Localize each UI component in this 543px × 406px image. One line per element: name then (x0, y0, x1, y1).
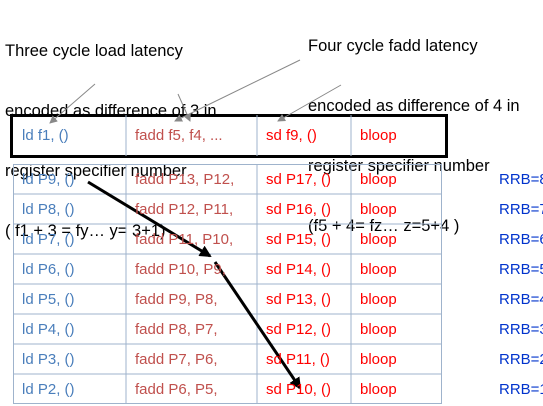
ld-cell: ld f1, () (22, 127, 69, 144)
dependency-arrow-load-to-fadd (87, 180, 212, 258)
fadd-cell: fadd P12, P11, (135, 201, 234, 218)
pointer-arrow-fadd (174, 59, 301, 122)
fadd-cell: fadd P8, P7, (135, 321, 218, 338)
annotation-line: ( f1 + 3 = fy… y= 3+1) (5, 222, 166, 240)
bloop-cell: bloop (360, 127, 397, 144)
rrb-label: RRB=3 (499, 321, 543, 338)
sd-cell: sd P13, () (266, 291, 332, 308)
bloop-cell: bloop (360, 321, 397, 338)
rrb-label: RRB=4 (499, 291, 543, 308)
sd-cell: sd P10, () (266, 381, 332, 398)
ld-cell: ld P7, () (22, 231, 75, 248)
pointer-arrow-load (49, 83, 96, 124)
fadd-cell: fadd P13, P12, (135, 171, 235, 188)
annotation-line: register specifier number (5, 162, 187, 180)
bloop-cell: bloop (360, 201, 397, 218)
fadd-cell: fadd f5, f4, ... (135, 127, 223, 144)
rrb-label: RRB=8 (499, 171, 543, 188)
sd-cell: sd P16, () (266, 201, 332, 218)
ld-cell: ld P4, () (22, 321, 75, 338)
ld-cell: ld P2, () (22, 381, 75, 398)
sd-cell: sd P12, () (266, 321, 332, 338)
ld-cell: ld P6, () (22, 261, 75, 278)
fadd-cell: fadd P10, P9, (135, 261, 226, 278)
bloop-cell: bloop (360, 291, 397, 308)
ld-cell: ld P5, () (22, 291, 75, 308)
sd-cell: sd P17, () (266, 171, 332, 188)
sd-cell: sd f9, () (266, 127, 317, 144)
annotation-line: register specifier number (308, 157, 490, 175)
fadd-latency-annotation: Four cycle fadd latency encoded as diffe… (308, 0, 520, 256)
fadd-cell: fadd P7, P6, (135, 351, 218, 368)
sd-cell: sd P14, () (266, 261, 332, 278)
template-instruction-box (10, 114, 448, 158)
pointer-arrow-fadd (277, 84, 342, 122)
rrb-label: RRB=6 (499, 231, 543, 248)
annotation-line: encoded as difference of 4 in (308, 97, 520, 115)
bloop-cell: bloop (360, 261, 397, 278)
fadd-cell: fadd P6, P5, (135, 381, 218, 398)
fadd-cell: fadd P9, P8, (135, 291, 218, 308)
annotation-line: Three cycle load latency (5, 42, 183, 60)
rrb-label: RRB=7 (499, 201, 543, 218)
sd-cell: sd P15, () (266, 231, 332, 248)
bloop-cell: bloop (360, 381, 397, 398)
rrb-label: RRB=1 (499, 381, 543, 398)
bloop-cell: bloop (360, 231, 397, 248)
rrb-label: RRB=5 (499, 261, 543, 278)
annotation-line: (f5 + 4= fz… z=5+4 ) (308, 217, 460, 235)
sd-cell: sd P11, () (266, 351, 330, 368)
rrb-label: RRB=2 (499, 351, 543, 368)
ld-cell: ld P3, () (22, 351, 75, 368)
annotation-line: Four cycle fadd latency (308, 37, 478, 55)
ld-cell: ld P9, () (22, 171, 75, 188)
bloop-cell: bloop (360, 171, 397, 188)
dependency-arrow-fadd-to-sd (213, 261, 302, 390)
bloop-cell: bloop (360, 351, 397, 368)
ld-cell: ld P8, () (22, 201, 75, 218)
fadd-cell: fadd P11, P10, (135, 231, 234, 248)
table-grid (13, 164, 442, 404)
pointer-arrow-fadd (177, 93, 191, 122)
